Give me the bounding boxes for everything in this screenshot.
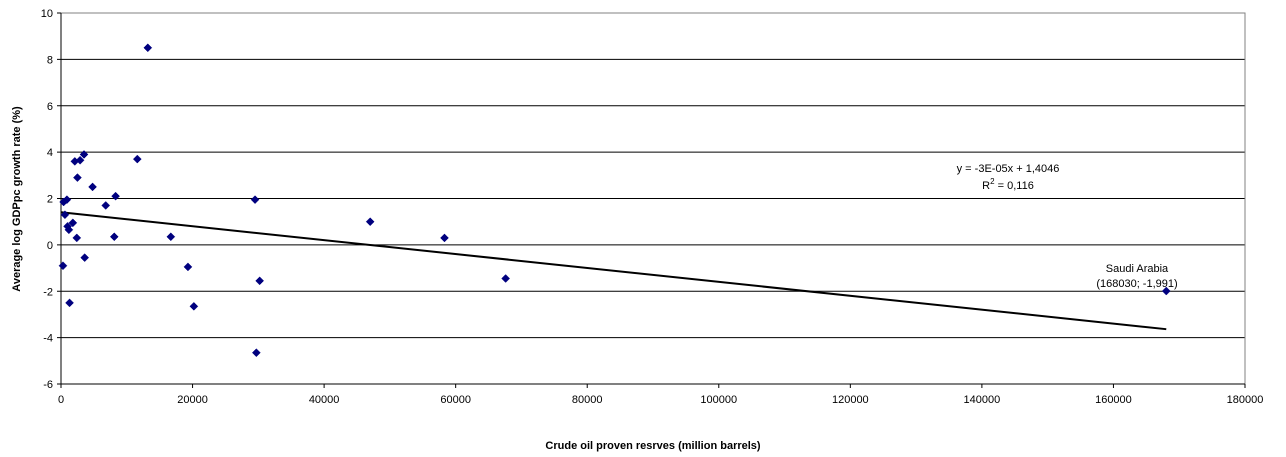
- data-point: [501, 274, 511, 283]
- x-tick-label: 160000: [1095, 394, 1132, 406]
- x-tick-label: 40000: [309, 394, 340, 406]
- annotation-saudi-arabia-coords: (168030; -1,991): [1096, 278, 1177, 290]
- data-point: [111, 191, 120, 201]
- data-point: [73, 173, 82, 182]
- data-point: [62, 195, 72, 205]
- data-point: [64, 225, 74, 235]
- y-tick-label: 2: [47, 194, 53, 206]
- data-point: [75, 155, 85, 165]
- x-tick-label: 0: [58, 394, 64, 406]
- data-point: [183, 262, 193, 272]
- data-point: [1161, 286, 1171, 296]
- x-tick-label: 20000: [177, 394, 208, 406]
- r2-suffix: = 0,116: [995, 180, 1034, 192]
- data-point: [80, 253, 90, 262]
- x-tick-label: 80000: [572, 394, 603, 406]
- data-point: [88, 182, 97, 192]
- data-point: [68, 218, 78, 228]
- x-axis-ticks: 0 20000 40000 60000 80000 100000 120000 140000 1…: [58, 384, 1263, 406]
- data-point: [365, 217, 375, 227]
- data-point: [65, 298, 74, 308]
- data-points: [58, 43, 1171, 358]
- data-point: [58, 261, 68, 271]
- data-point: [250, 195, 260, 205]
- data-point: [166, 232, 176, 242]
- x-tick-label: 140000: [964, 394, 1001, 406]
- data-point: [72, 233, 82, 243]
- x-tick-label: 120000: [832, 394, 869, 406]
- data-point: [101, 201, 111, 210]
- y-axis-ticks: -6 -4 -2 0 2 4 6 8 10: [41, 8, 61, 391]
- x-tick-label: 100000: [700, 394, 737, 406]
- trendline-equation: y = -3E-05x + 1,4046: [957, 163, 1060, 175]
- y-tick-label: 10: [41, 8, 53, 20]
- data-point: [189, 301, 199, 311]
- data-point: [255, 276, 265, 286]
- data-point: [132, 154, 142, 164]
- gridlines: [61, 12, 1245, 385]
- r2-prefix: R: [982, 180, 990, 192]
- y-tick-label: 8: [47, 54, 53, 66]
- trendline-r-squared: R2 = 0,116: [982, 177, 1034, 192]
- y-axis-title: Average log GDPpc growth rate (%): [11, 106, 23, 292]
- data-point: [143, 43, 153, 53]
- y-tick-label: 4: [47, 147, 53, 159]
- x-tick-label: 180000: [1227, 394, 1264, 406]
- r2-superscript: 2: [990, 177, 995, 186]
- x-tick-label: 60000: [440, 394, 471, 406]
- data-point: [440, 233, 449, 243]
- trendline: [60, 211, 1167, 331]
- y-tick-label: 0: [47, 240, 53, 252]
- y-tick-label: -4: [43, 333, 53, 345]
- y-tick-label: 6: [47, 101, 53, 113]
- data-point: [252, 348, 261, 358]
- annotation-saudi-arabia-name: Saudi Arabia: [1106, 263, 1169, 275]
- y-tick-label: -6: [43, 379, 53, 391]
- data-point: [79, 150, 89, 159]
- data-point: [109, 232, 119, 242]
- y-tick-label: -2: [43, 286, 53, 298]
- data-point: [60, 210, 70, 220]
- x-axis-title: Crude oil proven resrves (million barrel…: [545, 440, 761, 452]
